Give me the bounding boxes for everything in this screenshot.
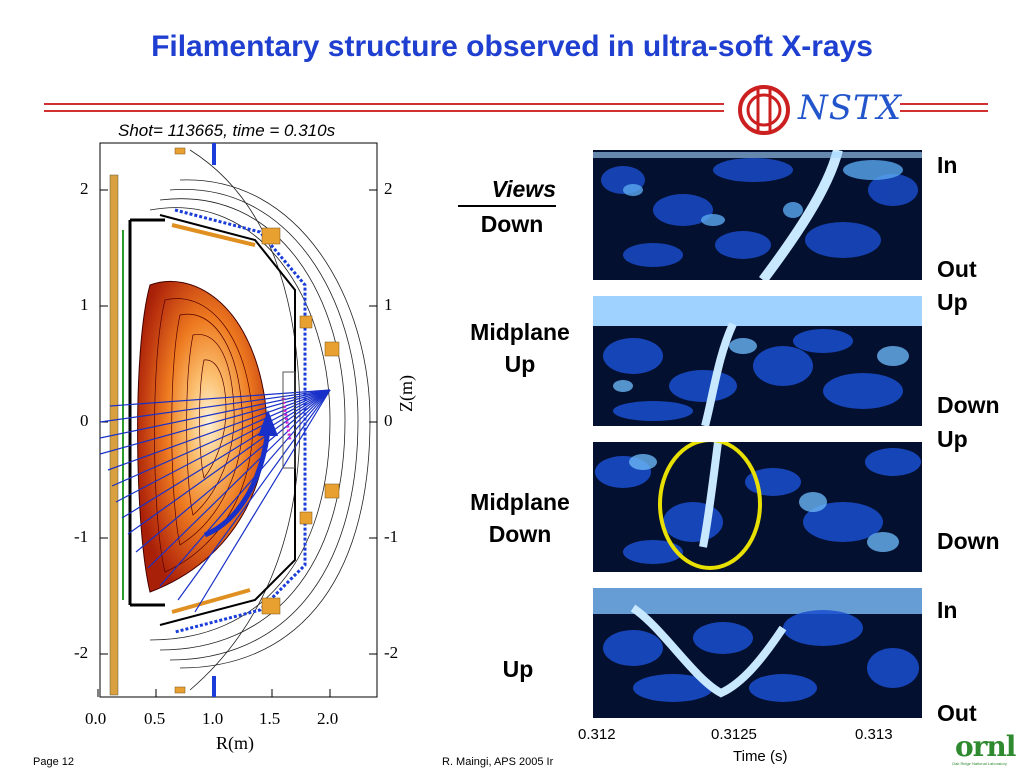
y-tick-right-neg2: -2 — [384, 643, 399, 662]
side-label-panel4-top: In — [937, 597, 958, 623]
plot-frame — [99, 142, 378, 698]
side-label-panel4-bottom: Out — [937, 700, 977, 726]
side-label-panel1-bottom: Out — [937, 256, 977, 282]
motion-arrow — [203, 429, 271, 538]
views-underline — [458, 205, 556, 207]
header-rule-top — [44, 103, 724, 105]
view-label-midplane-down: Midplane Down — [470, 489, 570, 547]
side-label-panel3-top: Up — [937, 426, 968, 452]
header-rule-right-bottom — [900, 110, 988, 112]
y-tick-left-0: 0 — [80, 411, 89, 430]
sxr-panel-midplane-down — [593, 442, 922, 572]
x-tick-2: 2.0 — [317, 709, 339, 728]
page-number: Page 12 — [33, 756, 74, 768]
side-label-panel1-top: In — [937, 152, 958, 178]
view-label-up: Up — [502, 656, 534, 682]
y-tick-right-2: 2 — [384, 179, 393, 198]
view-label-down: Down — [480, 211, 544, 237]
x-axis-title: R(m) — [216, 733, 254, 753]
y-tick-right-0: 0 — [384, 411, 393, 430]
ornl-logo-subtext: Oak Ridge National Laboratory — [952, 761, 1007, 766]
y-tick-left-2: 2 — [80, 179, 89, 198]
side-label-panel2-bottom: Down — [937, 392, 1000, 418]
y-tick-left-neg2: -2 — [74, 643, 89, 662]
y-tick-right-1: 1 — [384, 295, 393, 314]
time-tick-03125: 0.3125 — [711, 726, 757, 743]
x-tick-1: 1.0 — [202, 709, 224, 728]
ornl-logo-text: ornl — [955, 730, 1016, 763]
sxr-panel-up — [593, 588, 922, 718]
x-tick-05: 0.5 — [144, 709, 166, 728]
x-tick-0: 0.0 — [85, 709, 107, 728]
sxr-chords — [99, 389, 331, 613]
time-axis-label: Time (s) — [733, 748, 788, 765]
footer-center-text: R. Maingi, APS 2005 Ir — [442, 756, 554, 768]
view-label-midplane-up: Midplane Up — [470, 319, 570, 377]
nstx-logo-text: NSTX — [798, 88, 902, 128]
sxr-panel-down — [593, 150, 922, 280]
x-tick-15: 1.5 — [259, 709, 281, 728]
header-rule-bottom — [44, 110, 724, 112]
shot-label: Shot= 113665, time = 0.310s — [118, 121, 336, 140]
header-rule-right-top — [900, 103, 988, 105]
highlight-ellipse — [658, 442, 762, 570]
side-label-panel3-bottom: Down — [937, 528, 1000, 554]
slide-title: Filamentary structure observed in ultra-… — [151, 30, 873, 63]
y-axis-title: Z(m) — [396, 375, 416, 412]
sxr-panel-midplane-up — [593, 296, 922, 426]
time-tick-0312: 0.312 — [578, 726, 616, 743]
side-label-panel2-top: Up — [937, 289, 968, 315]
y-tick-left-neg1: -1 — [74, 527, 89, 546]
y-tick-right-neg1: -1 — [384, 527, 399, 546]
nstx-logo-icon — [738, 85, 790, 135]
time-tick-0313: 0.313 — [855, 726, 893, 743]
y-tick-left-1: 1 — [80, 295, 89, 314]
views-heading: Views — [491, 176, 556, 202]
equilibrium-plot — [97, 142, 378, 698]
